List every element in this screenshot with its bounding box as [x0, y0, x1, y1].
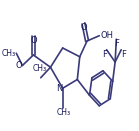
Text: F: F [102, 50, 107, 59]
Text: OH: OH [100, 31, 113, 40]
Text: F: F [121, 50, 126, 59]
Text: O: O [80, 23, 87, 32]
Text: O: O [16, 61, 22, 70]
Text: CH₃: CH₃ [57, 108, 71, 117]
Text: CH₃: CH₃ [32, 64, 47, 73]
Text: O: O [30, 36, 37, 45]
Text: N: N [56, 84, 63, 93]
Text: F: F [114, 39, 119, 48]
Text: CH₃: CH₃ [2, 49, 16, 58]
